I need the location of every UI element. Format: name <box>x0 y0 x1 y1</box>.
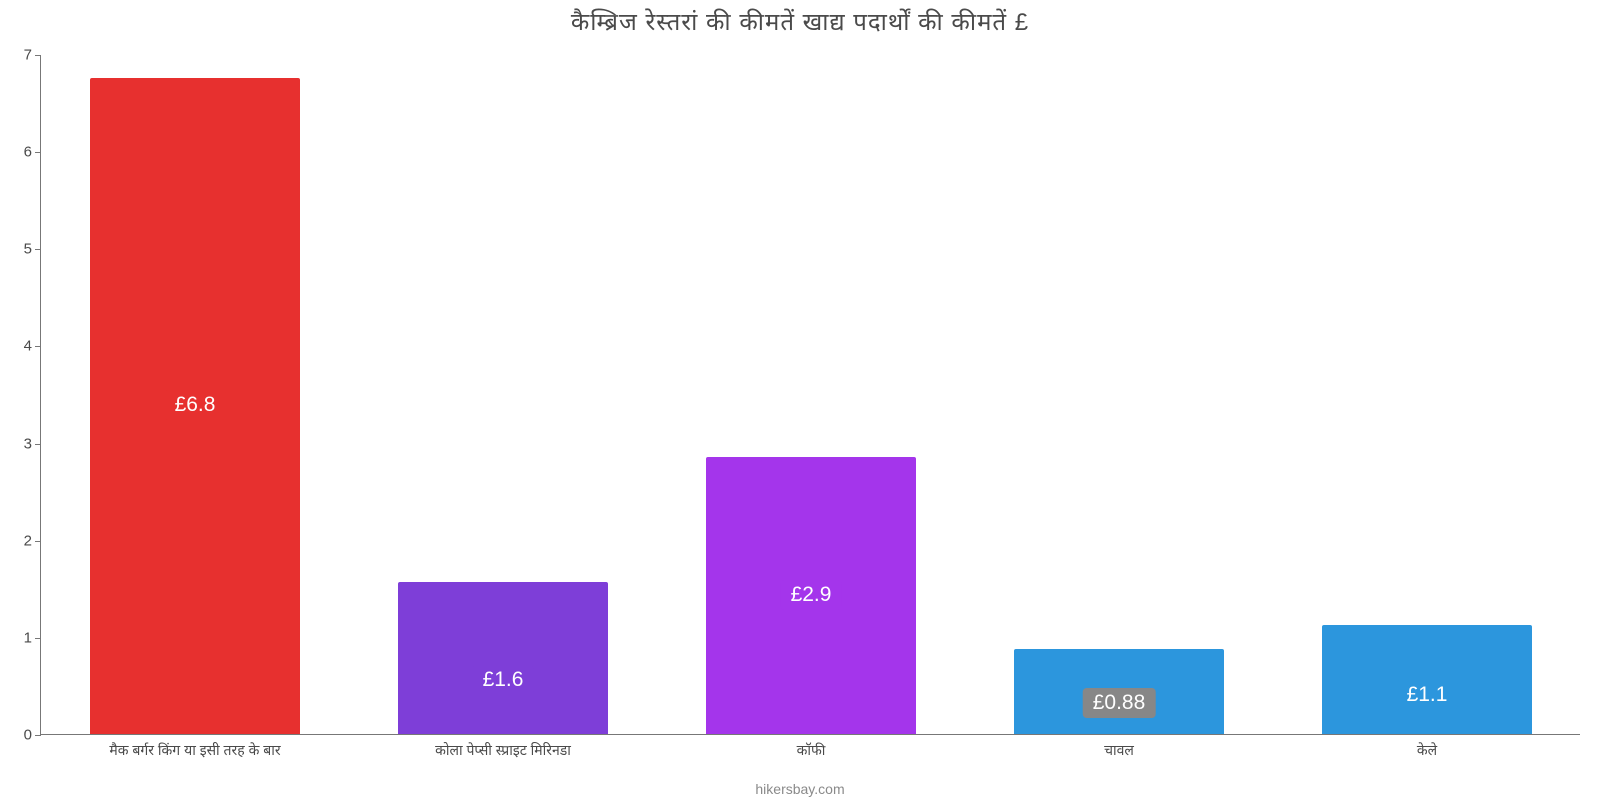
bars-group: £6.8 £1.6 £2.9 £0.88 £1.1 <box>41 55 1580 734</box>
x-axis-label: कोला पेप्सी स्प्राइट मिरिनडा <box>435 742 571 761</box>
y-tick <box>35 249 41 250</box>
y-tick <box>35 444 41 445</box>
y-tick-label: 1 <box>24 629 32 646</box>
x-axis-label: कॉफी <box>797 742 826 761</box>
x-axis-label: केले <box>1417 742 1437 761</box>
y-tick <box>35 152 41 153</box>
y-tick <box>35 55 41 56</box>
bar-value-badge: £1.1 <box>1397 680 1458 710</box>
bar-value-badge: £6.8 <box>165 390 226 420</box>
bar <box>398 582 607 734</box>
attribution-text: hikersbay.com <box>0 781 1600 797</box>
y-tick <box>35 541 41 542</box>
y-tick-label: 7 <box>24 47 32 64</box>
y-tick-label: 2 <box>24 532 32 549</box>
y-tick-label: 0 <box>24 727 32 744</box>
bar-value-badge: £2.9 <box>781 580 842 610</box>
y-tick-label: 4 <box>24 338 32 355</box>
y-tick <box>35 735 41 736</box>
bar-value-badge: £1.6 <box>473 665 534 695</box>
bar-value-badge: £0.88 <box>1083 688 1156 718</box>
y-tick <box>35 346 41 347</box>
y-tick-label: 5 <box>24 241 32 258</box>
chart-container: कैम्ब्रिज रेस्तरां की कीमतें खाद्य पदार्… <box>0 0 1600 800</box>
plot-area: £6.8£1.6£2.9£0.88£1.1 01234567मैक बर्गर … <box>40 55 1580 735</box>
chart-title: कैम्ब्रिज रेस्तरां की कीमतें खाद्य पदार्… <box>0 8 1600 40</box>
y-tick-label: 6 <box>24 144 32 161</box>
x-axis-label: मैक बर्गर किंग या इसी तरह के बार <box>109 742 280 761</box>
x-axis-label: चावल <box>1104 742 1134 761</box>
y-tick-label: 3 <box>24 435 32 452</box>
y-tick <box>35 638 41 639</box>
